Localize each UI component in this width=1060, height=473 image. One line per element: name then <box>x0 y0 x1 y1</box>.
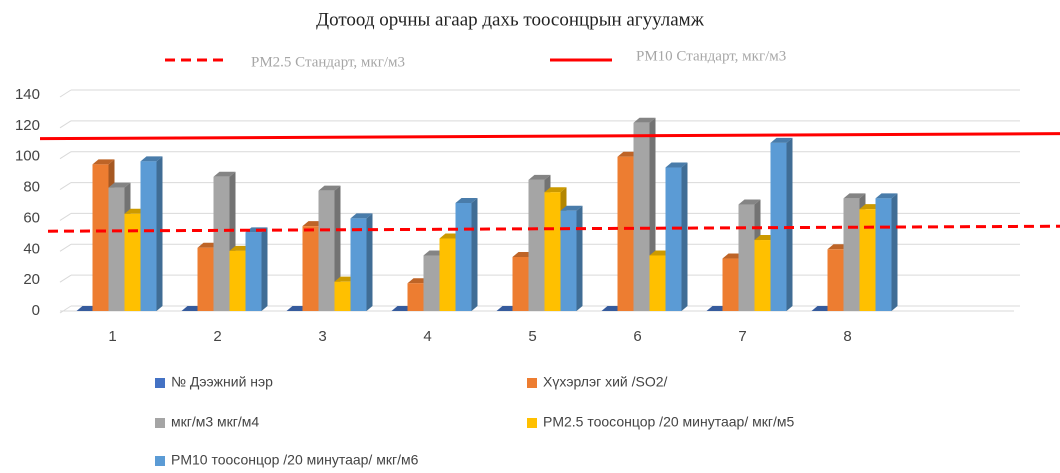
grid-line-side <box>59 120 72 129</box>
bar-top <box>544 187 567 193</box>
bar <box>528 179 545 311</box>
bar <box>245 232 262 311</box>
reference-line <box>47 224 1060 233</box>
bar <box>455 203 472 311</box>
grid-line-side <box>59 305 72 314</box>
bar <box>92 164 109 311</box>
bar-side <box>261 227 268 311</box>
legend-label: PM10 тоосонцор /20 минутаар/ мкг/м6 <box>171 452 419 468</box>
reference-legend-label: PM10 Стандарт, мкг/м3 <box>636 48 786 64</box>
y-tick-label: 140 <box>15 86 40 103</box>
bar <box>439 238 456 311</box>
bar-side <box>681 162 688 311</box>
x-tick-label: 2 <box>213 328 221 345</box>
y-tick-label: 20 <box>23 271 40 288</box>
bar <box>754 240 771 311</box>
bar-top <box>875 193 898 199</box>
grid-line-side <box>59 274 72 283</box>
bar-top <box>560 205 583 211</box>
legend-swatch <box>155 418 165 428</box>
bar <box>423 255 440 311</box>
bar <box>140 161 157 311</box>
grid-line-side <box>59 89 72 98</box>
grid-line-side <box>59 182 72 190</box>
chart-title: Дотоод орчны агаар дахь тоосонцрын агуул… <box>316 9 705 30</box>
bar-side <box>786 137 793 311</box>
y-tick-label: 40 <box>23 240 40 257</box>
bar <box>229 250 246 311</box>
x-tick-label: 3 <box>318 328 326 345</box>
legend-label: Хүхэрлэг хий /SO2/ <box>543 374 668 390</box>
y-tick-label: 80 <box>23 179 40 196</box>
y-tick-label: 60 <box>23 209 40 226</box>
bar-top <box>92 159 115 165</box>
legend-label: мкг/м3 мкг/м4 <box>171 414 259 430</box>
x-tick-label: 8 <box>843 328 851 345</box>
legend-swatch <box>155 456 165 466</box>
bar <box>843 198 860 311</box>
legend-label: № Дээжний нэр <box>171 374 273 390</box>
bar-top <box>843 193 866 199</box>
y-tick-label: 120 <box>15 117 40 134</box>
y-tick-label: 0 <box>32 302 40 319</box>
bar-top <box>213 171 236 177</box>
x-tick-label: 4 <box>423 328 431 345</box>
grid-line-side <box>59 151 72 160</box>
bar-top <box>770 137 793 143</box>
bar <box>544 192 561 311</box>
bar-top <box>318 185 341 191</box>
bar <box>197 247 214 311</box>
bar <box>334 281 351 311</box>
bar <box>213 176 230 311</box>
x-tick-label: 1 <box>108 328 116 345</box>
bar-side <box>156 156 163 311</box>
x-tick-label: 7 <box>738 328 746 345</box>
bar <box>318 190 335 311</box>
bar <box>875 198 892 311</box>
bar <box>617 156 634 311</box>
x-tick-label: 6 <box>633 328 641 345</box>
bar <box>350 218 367 311</box>
bar-side <box>891 193 898 311</box>
bar <box>302 226 319 311</box>
legend-swatch <box>527 418 537 428</box>
bar-side <box>471 198 478 311</box>
bar-side <box>366 213 373 311</box>
bar <box>665 167 682 311</box>
reference-line <box>39 132 1060 141</box>
bar-top <box>108 182 131 188</box>
bar-top <box>140 156 163 162</box>
bar-top <box>633 117 656 123</box>
x-tick-label: 5 <box>528 328 536 345</box>
legend-swatch <box>155 378 165 388</box>
bar <box>633 122 650 312</box>
bar <box>108 187 125 311</box>
bar-top <box>350 213 373 219</box>
bar <box>560 210 577 311</box>
bar <box>512 257 529 311</box>
bar-top <box>738 199 761 205</box>
bar <box>859 209 876 311</box>
bar-top <box>665 162 688 168</box>
bar-side <box>576 205 583 311</box>
grid-line-side <box>59 243 72 252</box>
grid-line-side <box>59 213 72 221</box>
bar <box>722 258 739 311</box>
bar <box>124 213 141 311</box>
bar <box>827 249 844 311</box>
bar-top <box>455 198 478 203</box>
legend-label: PM2.5 тоосонцор /20 минутаар/ мкг/м5 <box>543 414 794 430</box>
bar <box>738 204 755 311</box>
bar <box>649 255 666 311</box>
bar <box>407 283 424 311</box>
bar <box>770 142 787 311</box>
bar-top <box>528 174 551 180</box>
reference-legend-label: PM2.5 Стандарт, мкг/м3 <box>251 54 405 70</box>
y-tick-label: 100 <box>15 148 40 165</box>
legend-swatch <box>527 378 537 388</box>
